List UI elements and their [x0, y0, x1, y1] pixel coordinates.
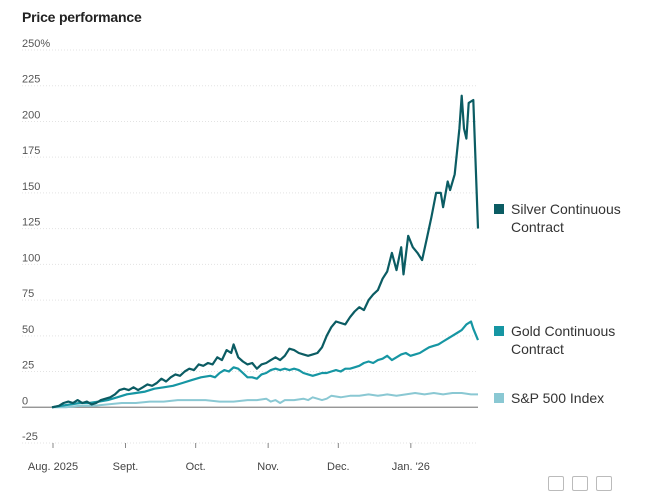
x-tick-label: Dec. — [327, 461, 350, 473]
series-line-s-p-500-index — [52, 392, 478, 409]
embed-icon[interactable] — [596, 476, 612, 491]
y-tick-label: 250% — [22, 38, 50, 50]
legend-swatch-sp500 — [494, 393, 504, 403]
legend-label-gold: Gold Continuous Contract — [511, 323, 616, 357]
share-icon[interactable] — [572, 476, 588, 491]
y-tick-label: 25 — [22, 360, 34, 372]
legend-item-gold: Gold Continuous Contract — [494, 322, 641, 358]
y-tick-label: 125 — [22, 217, 40, 229]
gridlines — [22, 49, 478, 444]
x-tick-label: Nov. — [257, 461, 279, 473]
footer-toolbar — [548, 476, 612, 491]
expand-icon[interactable] — [548, 476, 564, 491]
y-axis-ticks: 250% 225 200 175 150 125 100 75 50 25 0 -25 — [22, 38, 50, 443]
x-axis-ticks: Aug. 2025 Sept. Oct. Nov. Dec. Jan. '26 — [28, 443, 430, 473]
y-tick-label: 200 — [22, 109, 40, 121]
y-tick-label: 50 — [22, 324, 34, 336]
legend-label-sp500: S&P 500 Index — [511, 390, 605, 406]
legend-item-sp500: S&P 500 Index — [494, 389, 641, 407]
y-tick-label: 175 — [22, 145, 40, 157]
x-tick-label: Oct. — [186, 461, 206, 473]
x-tick-label: Sept. — [113, 461, 139, 473]
legend-swatch-gold — [494, 326, 504, 336]
y-tick-label: 225 — [22, 74, 40, 86]
legend-swatch-silver — [494, 204, 504, 214]
series-line-silver-continuous-contract — [51, 94, 480, 409]
series-lines — [51, 94, 480, 409]
y-tick-label: -25 — [22, 431, 38, 443]
y-tick-label: 100 — [22, 252, 40, 264]
y-tick-label: 0 — [22, 395, 28, 407]
x-tick-label: Aug. 2025 — [28, 461, 78, 473]
x-tick-label: Jan. '26 — [392, 461, 430, 473]
y-tick-label: 150 — [22, 181, 40, 193]
legend-item-silver: Silver Continuous Contract — [494, 200, 641, 236]
chart-title: Price performance — [22, 9, 142, 25]
y-tick-label: 75 — [22, 288, 34, 300]
legend-label-silver: Silver Continuous Contract — [511, 201, 621, 235]
series-line-gold-continuous-contract — [51, 320, 480, 409]
